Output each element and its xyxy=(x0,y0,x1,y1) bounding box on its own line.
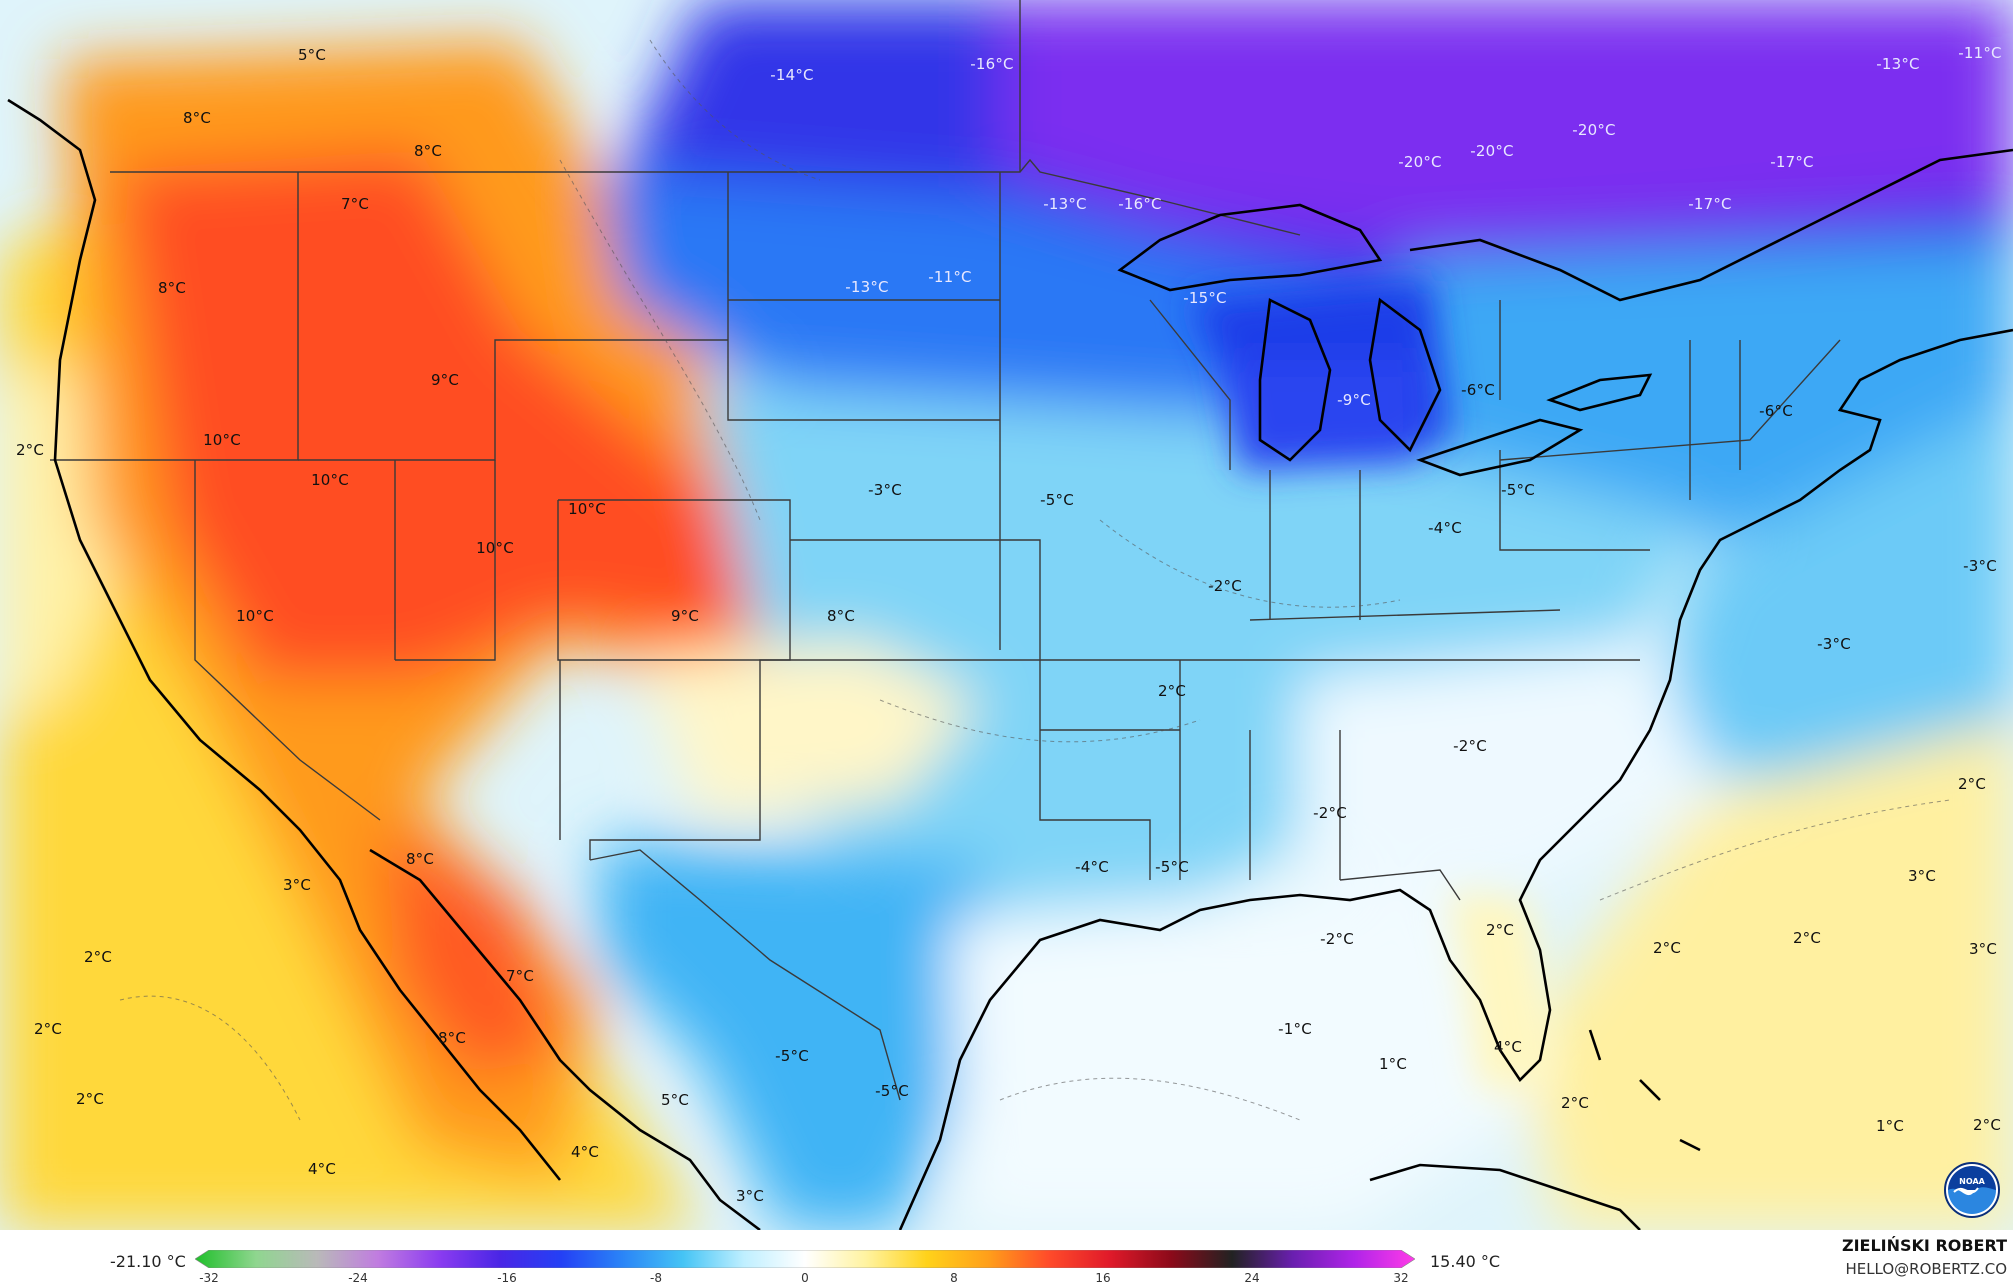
temp-label: 3°C xyxy=(282,876,312,894)
temp-label: 10°C xyxy=(311,471,349,489)
legend-tick: 8 xyxy=(950,1271,958,1285)
temp-label: -4°C xyxy=(1075,858,1109,876)
temp-label: 8°C xyxy=(157,279,187,297)
temp-label: 9°C xyxy=(670,607,700,625)
temp-label: -3°C xyxy=(1817,635,1851,653)
legend-tick: 0 xyxy=(801,1271,809,1285)
credit-name: ZIELIŃSKI ROBERT xyxy=(1841,1236,2007,1255)
temp-label: 1°C xyxy=(1378,1055,1408,1073)
temp-label: 2°C xyxy=(1792,929,1822,947)
legend-min-label: -21.10 °C xyxy=(110,1252,186,1271)
temp-label: 2°C xyxy=(1957,775,1987,793)
temp-label: -3°C xyxy=(1963,557,1997,575)
temp-label: -17°C xyxy=(1770,153,1814,171)
temp-label: -9°C xyxy=(1337,391,1371,409)
temp-label: -20°C xyxy=(1470,142,1514,160)
contour-lines xyxy=(119,39,1951,1121)
legend-tick: -24 xyxy=(348,1271,368,1285)
temp-label: 10°C xyxy=(568,500,606,518)
temp-label: 10°C xyxy=(236,607,274,625)
coastlines xyxy=(7,98,2013,1230)
temp-label: -15°C xyxy=(1183,289,1227,307)
temp-label: -13°C xyxy=(845,278,889,296)
temp-label: -20°C xyxy=(1572,121,1616,139)
temp-label: -14°C xyxy=(770,66,814,84)
temp-label: -16°C xyxy=(1118,195,1162,213)
temp-label: 2°C xyxy=(15,441,45,459)
temp-label: 2°C xyxy=(1560,1094,1590,1112)
temp-label: 5°C xyxy=(297,46,327,64)
temp-label: -13°C xyxy=(1043,195,1087,213)
temp-label: 8°C xyxy=(826,607,856,625)
temp-label: 8°C xyxy=(413,142,443,160)
legend-tick: -16 xyxy=(497,1271,517,1285)
temp-label: 2°C xyxy=(1485,921,1515,939)
temp-label: 10°C xyxy=(476,539,514,557)
temp-label: 3°C xyxy=(1968,940,1998,958)
temp-label: 4°C xyxy=(570,1143,600,1161)
temp-label: 10°C xyxy=(203,431,241,449)
temp-label: 3°C xyxy=(735,1187,765,1205)
legend-tick: -32 xyxy=(199,1271,219,1285)
temp-label: -11°C xyxy=(1958,44,2002,62)
temp-label: 2°C xyxy=(75,1090,105,1108)
temp-label: 2°C xyxy=(1652,939,1682,957)
legend-tick: 32 xyxy=(1393,1271,1409,1285)
noaa-logo: NOAA xyxy=(1944,1162,2000,1218)
temperature-map: 5°C 8°C 8°C 7°C 8°C 9°C 10°C 10°C 10°C 10°C 9°C 8°C… xyxy=(0,0,2013,1230)
temp-label: -5°C xyxy=(1040,491,1074,509)
temp-label: 2°C xyxy=(33,1020,63,1038)
legend-colorbar xyxy=(195,1250,1415,1268)
temp-label: -17°C xyxy=(1688,195,1732,213)
temp-label: -3°C xyxy=(868,481,902,499)
temp-label: 4°C xyxy=(307,1160,337,1178)
temp-label: -11°C xyxy=(928,268,972,286)
legend-footer: -21.10 °C -32 -24 -16 -8 0 8 16 24 32 15.40 °C Z… xyxy=(0,1230,2013,1287)
temp-label: -2°C xyxy=(1453,737,1487,755)
temp-label: 1°C xyxy=(1875,1117,1905,1135)
legend-tick: 24 xyxy=(1244,1271,1260,1285)
temp-label: 2°C xyxy=(83,948,113,966)
temp-label: -2°C xyxy=(1320,930,1354,948)
temp-label: 3°C xyxy=(1907,867,1937,885)
temp-label: -5°C xyxy=(1501,481,1535,499)
temp-label: -2°C xyxy=(1208,577,1242,595)
border-lines xyxy=(50,0,1841,1101)
temp-label: 8°C xyxy=(182,109,212,127)
credit-email: HELLO@ROBERTZ.CO xyxy=(1845,1260,2007,1278)
temp-label: 8°C xyxy=(437,1029,467,1047)
temp-label: -13°C xyxy=(1876,55,1920,73)
temp-label: -1°C xyxy=(1278,1020,1312,1038)
temp-label: 2°C xyxy=(1972,1116,2002,1134)
temp-label: 7°C xyxy=(505,967,535,985)
temp-label: -20°C xyxy=(1398,153,1442,171)
temp-label: 2°C xyxy=(1157,682,1187,700)
temp-label: -2°C xyxy=(1313,804,1347,822)
temp-label: -6°C xyxy=(1461,381,1495,399)
temp-label: -5°C xyxy=(1155,858,1189,876)
temp-label: 8°C xyxy=(405,850,435,868)
legend-max-label: 15.40 °C xyxy=(1430,1252,1501,1271)
temp-label: 9°C xyxy=(430,371,460,389)
noaa-logo-text: NOAA xyxy=(1959,1177,1985,1186)
temperature-labels: 5°C 8°C 8°C 7°C 8°C 9°C 10°C 10°C 10°C 10°C 9°C 8°C… xyxy=(15,44,2002,1205)
temp-label: -4°C xyxy=(1428,519,1462,537)
map-background xyxy=(0,0,2013,1230)
temp-label: -5°C xyxy=(775,1047,809,1065)
temp-label: 7°C xyxy=(340,195,370,213)
temp-label: 4°C xyxy=(1493,1038,1523,1056)
temp-label: 5°C xyxy=(660,1091,690,1109)
temp-label: -5°C xyxy=(875,1082,909,1100)
temp-label: -6°C xyxy=(1759,402,1793,420)
temp-label: -16°C xyxy=(970,55,1014,73)
legend-tick: -8 xyxy=(650,1271,662,1285)
legend-tick: 16 xyxy=(1095,1271,1111,1285)
